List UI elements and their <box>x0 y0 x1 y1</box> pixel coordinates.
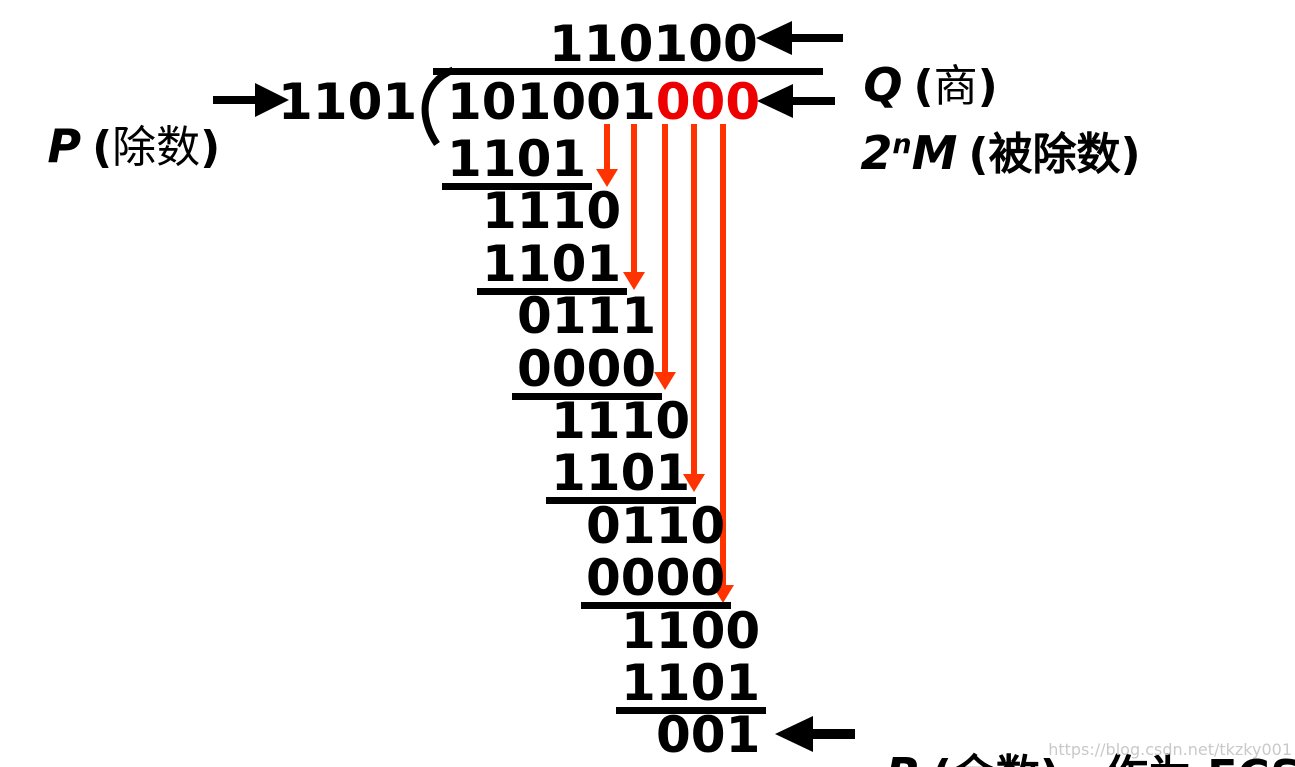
dividend-appended-zero-bits: 000 <box>655 73 761 131</box>
watermark-url: https://blog.csdn.net/tkzky001 <box>1048 740 1292 759</box>
dividend-value: 101001000 <box>447 77 760 127</box>
divisor-value: 1101 <box>278 73 418 131</box>
dividend-message-bits: 101001 <box>447 73 656 131</box>
divisor-open-paren: ( <box>92 122 113 173</box>
division-step-row: 0000 <box>512 344 663 400</box>
division-overline <box>433 68 823 75</box>
division-step-row: 1101 <box>546 448 697 504</box>
division-step-row: 1101 <box>477 239 628 295</box>
dividend-base-symbol: 2 <box>860 126 893 180</box>
quotient-cjk-text: 商 <box>933 61 978 112</box>
remainder-cjk-text: (余数)，作为 FCS <box>932 751 1295 767</box>
divisor-symbol: P <box>47 119 82 173</box>
quotient-label: Q (商) <box>843 13 998 168</box>
down-arrow-icon-bit8 <box>683 124 705 492</box>
divisor-close-paren: ) <box>200 122 221 173</box>
left-arrow-icon-dividend <box>757 84 835 118</box>
quotient-symbol: Q <box>863 58 903 112</box>
dividend-exponent: n <box>892 129 912 160</box>
right-arrow-icon-divisor <box>213 83 289 117</box>
remainder-label: R (余数)，作为 FCS <box>865 703 1295 767</box>
division-step-row: 1101 <box>616 658 767 714</box>
dividend-cjk-text: (被除数) <box>968 129 1141 180</box>
quotient-value: 110100 <box>549 15 758 73</box>
down-arrow-icon-bit7 <box>654 124 676 390</box>
down-arrow-icon-bit5 <box>596 124 618 187</box>
down-arrow-icon-bit9 <box>712 124 734 603</box>
divisor-cjk-text: 除数 <box>112 122 201 173</box>
division-step-row: 1101 <box>442 134 593 190</box>
division-step-row: 0111 <box>517 287 657 345</box>
quotient-open-paren: ( <box>913 61 934 112</box>
down-arrow-icon-bit6 <box>623 124 645 290</box>
dividend-symbol: M <box>911 126 958 180</box>
remainder-value: 001 <box>656 706 761 764</box>
divisor-label: P (除数) <box>27 74 220 229</box>
division-step-row: 0000 <box>581 553 732 609</box>
carry-down-arrow-icons <box>596 124 734 603</box>
quotient-close-paren: ) <box>977 61 998 112</box>
division-step-row: 1110 <box>551 392 691 450</box>
dividend-label: 2nM (被除数) <box>840 73 1141 236</box>
left-arrow-icon-quotient <box>756 21 843 55</box>
division-step-row: 0110 <box>586 497 726 555</box>
left-arrow-icon-remainder <box>775 716 855 752</box>
division-step-row: 1100 <box>621 602 761 660</box>
division-step-row: 1110 <box>482 182 622 240</box>
remainder-symbol: R <box>885 748 920 767</box>
